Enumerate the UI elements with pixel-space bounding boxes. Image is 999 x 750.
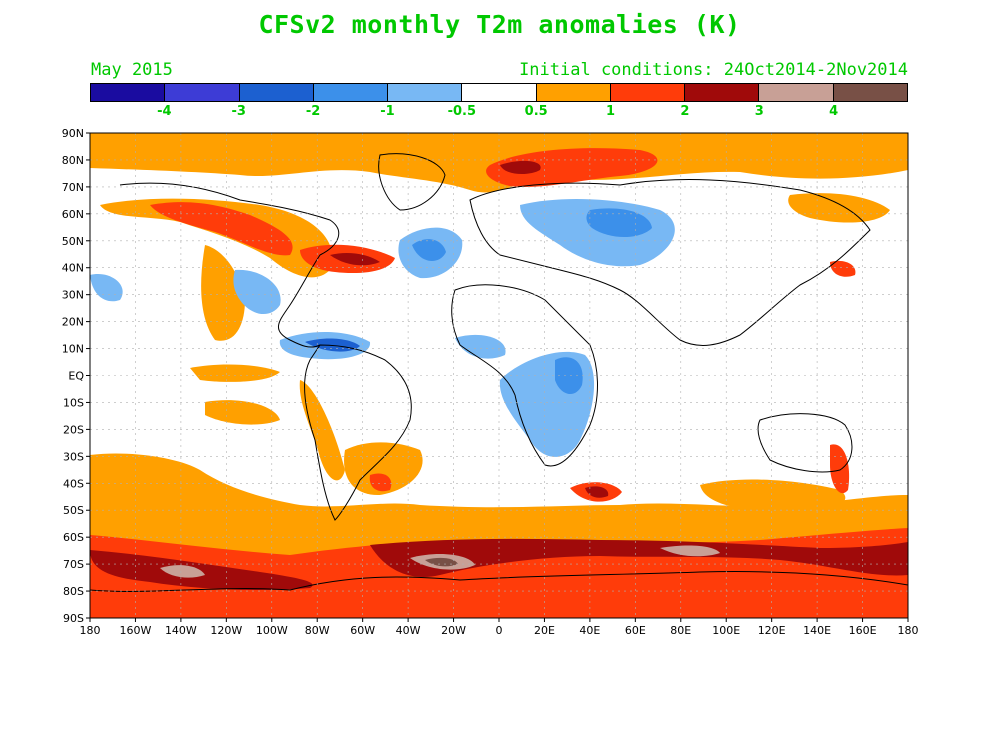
antarctic-peak-east: [660, 545, 720, 557]
colorbar-label: -4: [157, 104, 172, 119]
antarctic-warm-strong: [90, 550, 313, 590]
colorbar-segment: [239, 84, 314, 101]
latitude-label: 80S: [63, 585, 84, 598]
longitude-label: 20E: [534, 624, 555, 637]
longitude-label: 120W: [210, 624, 242, 637]
colorbar-labels: -4 -3 -2 -1 -0.5 0.5 1 2 3 4: [90, 104, 908, 122]
antarctic-peak-ross: [160, 565, 205, 578]
latitude-label: 40N: [62, 262, 84, 275]
colorbar-label: 0.5: [524, 104, 548, 119]
colorbar-segment: [388, 84, 463, 101]
colorbar-segment: [165, 84, 240, 101]
colorbar: [90, 83, 908, 102]
latitude-label: 10N: [62, 343, 84, 356]
colorbar-segment: [91, 84, 166, 101]
alaska-canada-warm: [100, 198, 333, 278]
gridlines: [90, 133, 908, 618]
coastline-africa: [451, 284, 598, 467]
longitude-label: 60E: [625, 624, 646, 637]
kuroshio-warm: [830, 260, 856, 277]
latitude-labels: 90N 80N 70N 60N 50N 40N 30N 20N 10N EQ 10S 20S 30S 40…: [62, 127, 90, 625]
latitude-label: 20S: [63, 423, 84, 436]
colorbar-label: -0.5: [447, 104, 477, 119]
colorbar-segment: [833, 84, 907, 101]
latitude-label: 50S: [63, 504, 84, 517]
colorbar-segment: [685, 84, 760, 101]
longitude-label: 20W: [441, 624, 466, 637]
arctic-warm-core: [486, 148, 658, 187]
longitude-label: 160W: [120, 624, 152, 637]
latitude-label: 90N: [62, 127, 84, 140]
alaska-warm-core: [150, 202, 293, 256]
arctic-warm-peak: [500, 160, 541, 175]
guinea-cool: [455, 334, 506, 359]
colorbar-label: -1: [380, 104, 395, 119]
latitude-label: 30N: [62, 289, 84, 302]
colorbar-label: 4: [829, 104, 839, 119]
colorbar-segment: [610, 84, 686, 101]
coastline-greenland: [378, 153, 446, 211]
latitude-label: 40S: [63, 477, 84, 490]
colorbar-segment: [313, 84, 389, 101]
colorbar-segment: [759, 84, 834, 101]
longitude-label: 140E: [803, 624, 831, 637]
longitude-label: 100W: [256, 624, 288, 637]
longitude-label: 180: [898, 624, 919, 637]
coastline-eurasia: [469, 179, 871, 346]
longitude-label: 140W: [165, 624, 197, 637]
africa-cool-core: [555, 357, 583, 395]
south-atlantic-warm-core: [369, 473, 392, 492]
east-pacific-warm: [190, 364, 280, 382]
latitude-label: 80N: [62, 154, 84, 167]
longitude-labels: 180 160W 140W 120W 100W 80W 60W 40W 20W 0 20E 40E 60…: [80, 618, 919, 637]
latitude-label: 70N: [62, 181, 84, 194]
colorbar-label: -2: [305, 104, 321, 119]
colorbar-segment: [462, 84, 537, 101]
coastline-south-america: [304, 344, 412, 521]
latitude-label: 70S: [63, 558, 84, 571]
longitude-label: 80W: [305, 624, 330, 637]
longitude-label: 40E: [579, 624, 600, 637]
latitude-label: 60S: [63, 531, 84, 544]
peru-warm: [299, 380, 345, 481]
coastline-north-america: [119, 182, 340, 348]
initial-conditions: Initial conditions: 24Oct2014-2Nov2014: [519, 60, 908, 80]
colorbar-segment: [536, 84, 611, 101]
longitude-label: 80E: [670, 624, 691, 637]
indian-ocean-warm-core: [585, 486, 609, 498]
colorbar-label: 2: [680, 104, 690, 119]
longitude-label: 100E: [712, 624, 740, 637]
longitude-label: 120E: [758, 624, 786, 637]
coastline-australia: [757, 413, 853, 473]
nw-pacific-warm: [788, 193, 890, 223]
colorbar-label: 3: [754, 104, 764, 119]
antarctic-warm-strong-east: [370, 538, 908, 577]
chart-title: CFSv2 monthly T2m anomalies (K): [258, 10, 741, 39]
longitude-label: 60W: [350, 624, 375, 637]
latitude-label: 20N: [62, 316, 84, 329]
longitude-label: 0: [496, 624, 503, 637]
colorbar-label: 1: [606, 104, 616, 119]
eastern-pacific-cool: [233, 269, 281, 315]
longitude-label: 180: [80, 624, 101, 637]
forecast-month: May 2015: [91, 60, 173, 80]
south-atlantic-warm: [344, 442, 423, 496]
longitude-label: 40W: [396, 624, 421, 637]
latitude-label: 30S: [63, 450, 84, 463]
latitude-label: EQ: [68, 370, 84, 383]
latitude-label: 10S: [63, 396, 84, 409]
latitude-label: 90S: [63, 612, 84, 625]
colorbar-label: -3: [231, 104, 246, 119]
longitude-label: 160E: [849, 624, 877, 637]
west-coast-warm: [201, 245, 245, 341]
north-atlantic-cool-core: [412, 239, 446, 262]
northeast-us-peak: [330, 252, 380, 266]
latitude-label: 60N: [62, 208, 84, 221]
south-pacific-warm: [205, 400, 280, 425]
latitude-label: 50N: [62, 235, 84, 248]
